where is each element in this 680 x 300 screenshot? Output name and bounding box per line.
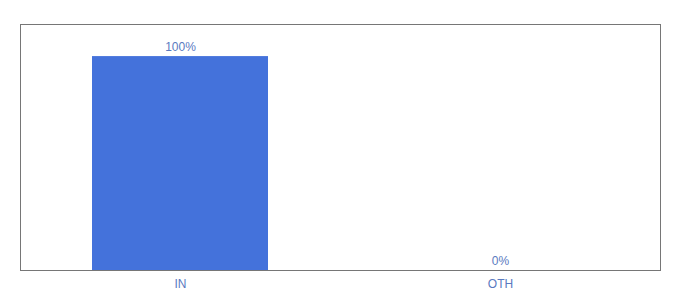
svg-text:0%: 0% [492, 254, 510, 268]
svg-text:OTH: OTH [488, 277, 513, 291]
svg-text:IN: IN [175, 277, 187, 291]
svg-text:100%: 100% [165, 40, 196, 54]
